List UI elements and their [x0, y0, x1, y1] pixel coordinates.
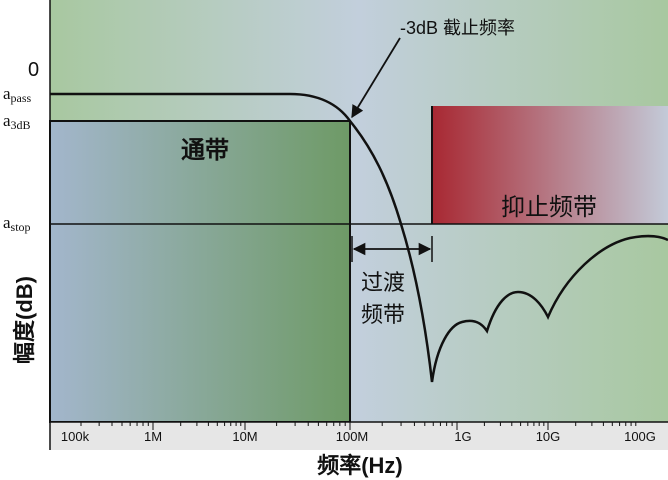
y-level-a-stop: astop — [3, 213, 31, 234]
a-stop-sub: stop — [11, 220, 31, 234]
stopband-label: 抑止频带 — [501, 194, 597, 221]
a-stop-base: a — [3, 213, 11, 232]
a-3db-sub: 3dB — [11, 118, 31, 132]
x-tick-label-100k: 100k — [61, 429, 90, 444]
x-tick-label-1m: 1M — [144, 429, 162, 444]
transition-label-line1: 过渡 — [361, 270, 405, 295]
passband-label: 通带 — [181, 137, 229, 164]
a-3db-base: a — [3, 111, 11, 130]
stopband-region — [432, 106, 668, 224]
x-tick-label-1g: 1G — [454, 429, 471, 444]
x-tick-label-10m: 10M — [232, 429, 257, 444]
a-pass-base: a — [3, 84, 11, 103]
transition-label-line2: 频带 — [361, 302, 405, 327]
x-axis-ticks — [49, 422, 637, 430]
y-level-a-pass: apass — [3, 84, 32, 105]
y-level-zero: 0 — [28, 59, 39, 81]
y-level-a-3db: a3dB — [3, 111, 31, 132]
a-pass-sub: pass — [11, 91, 32, 105]
x-tick-label-100m: 100M — [336, 429, 369, 444]
cutoff-arrow — [351, 37, 401, 119]
passband-region — [49, 120, 351, 423]
x-tick-label-10g: 10G — [536, 429, 561, 444]
filter-response-curve — [50, 92, 668, 383]
cutoff-label: -3dB 截止频率 — [400, 18, 515, 38]
x-tick-label-100g: 100G — [624, 429, 656, 444]
x-axis-title: 频率(Hz) — [317, 453, 403, 478]
y-axis-title: 幅度(dB) — [12, 276, 37, 364]
x-axis-tick-labels: 100k 1M 10M 100M 1G 10G 100G — [61, 429, 656, 444]
